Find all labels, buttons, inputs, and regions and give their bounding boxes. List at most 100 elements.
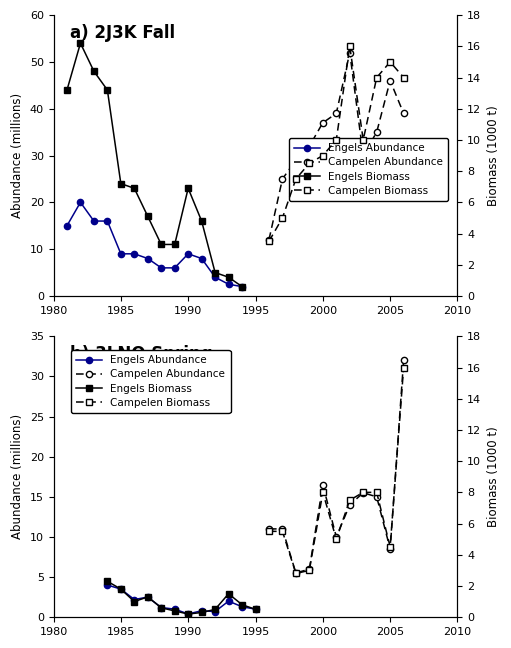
Engels Abundance <box>199 255 205 262</box>
Line: Engels Abundance: Engels Abundance <box>104 582 259 617</box>
Engels Biomass <box>172 240 178 248</box>
Engels Biomass <box>172 607 178 615</box>
Engels Biomass <box>185 185 191 192</box>
Engels Abundance <box>199 607 205 615</box>
Engels Abundance <box>131 596 137 603</box>
Campelen Abundance <box>306 565 312 573</box>
Engels Biomass <box>118 179 124 187</box>
Y-axis label: Abundance (millions): Abundance (millions) <box>11 414 24 539</box>
Campelen Abundance <box>320 119 326 126</box>
Line: Engels Abundance: Engels Abundance <box>64 199 245 290</box>
Engels Abundance <box>239 283 245 290</box>
Text: b) 3LNO Spring: b) 3LNO Spring <box>69 345 212 363</box>
Engels Biomass <box>239 601 245 608</box>
Campelen Biomass <box>266 237 272 245</box>
Engels Abundance <box>64 222 70 229</box>
Engels Abundance <box>185 610 191 618</box>
Campelen Biomass <box>306 159 312 167</box>
Engels Abundance <box>212 608 218 616</box>
Campelen Biomass <box>280 527 286 535</box>
Campelen Abundance <box>387 545 393 553</box>
Engels Abundance <box>104 217 110 225</box>
Campelen Biomass <box>280 214 286 222</box>
Line: Campelen Biomass: Campelen Biomass <box>266 43 407 244</box>
Legend: Engels Abundance, Campelen Abundance, Engels Biomass, Campelen Biomass: Engels Abundance, Campelen Abundance, En… <box>289 138 448 201</box>
Engels Abundance <box>118 585 124 593</box>
Line: Campelen Abundance: Campelen Abundance <box>266 49 407 243</box>
Campelen Abundance <box>293 156 299 164</box>
Campelen Abundance <box>401 110 407 117</box>
Campelen Biomass <box>374 489 380 496</box>
Engels Biomass <box>185 610 191 618</box>
Y-axis label: Biomass (1000 t): Biomass (1000 t) <box>487 105 500 206</box>
Engels Biomass <box>158 240 165 248</box>
Engels Biomass <box>199 608 205 616</box>
Campelen Abundance <box>266 236 272 244</box>
Campelen Abundance <box>293 569 299 577</box>
Campelen Abundance <box>306 143 312 150</box>
Campelen Abundance <box>333 110 339 117</box>
Engels Abundance <box>77 198 83 206</box>
Campelen Abundance <box>374 493 380 501</box>
Engels Biomass <box>118 585 124 593</box>
Text: a) 2J3K Fall: a) 2J3K Fall <box>69 23 175 41</box>
Campelen Abundance <box>401 356 407 364</box>
Line: Campelen Biomass: Campelen Biomass <box>266 364 407 577</box>
Engels Abundance <box>131 250 137 258</box>
Engels Biomass <box>239 283 245 290</box>
Campelen Biomass <box>360 136 366 144</box>
Line: Engels Biomass: Engels Biomass <box>104 578 259 617</box>
Campelen Biomass <box>360 489 366 496</box>
Campelen Biomass <box>333 535 339 543</box>
Campelen Biomass <box>320 152 326 159</box>
Engels Biomass <box>104 86 110 94</box>
Engels Biomass <box>131 597 137 605</box>
Engels Abundance <box>158 604 165 612</box>
Engels Abundance <box>252 605 259 613</box>
Campelen Abundance <box>346 49 353 56</box>
Engels Biomass <box>225 273 231 281</box>
Engels Abundance <box>118 250 124 258</box>
Campelen Abundance <box>266 525 272 533</box>
Campelen Biomass <box>333 136 339 144</box>
Campelen Abundance <box>346 501 353 509</box>
Campelen Biomass <box>266 527 272 535</box>
Engels Abundance <box>225 281 231 288</box>
Campelen Biomass <box>306 566 312 574</box>
Engels Biomass <box>131 185 137 192</box>
Engels Biomass <box>145 593 151 601</box>
Campelen Abundance <box>387 76 393 84</box>
Campelen Abundance <box>360 152 366 159</box>
Campelen Biomass <box>293 175 299 183</box>
Engels Biomass <box>199 217 205 225</box>
Engels Biomass <box>104 577 110 585</box>
Line: Engels Biomass: Engels Biomass <box>64 40 245 290</box>
Campelen Abundance <box>333 533 339 541</box>
Y-axis label: Abundance (millions): Abundance (millions) <box>11 93 24 218</box>
Campelen Abundance <box>360 489 366 496</box>
Campelen Biomass <box>293 570 299 577</box>
Engels Biomass <box>225 590 231 597</box>
Campelen Abundance <box>374 128 380 136</box>
Campelen Abundance <box>320 481 326 489</box>
Engels Abundance <box>91 217 97 225</box>
Campelen Biomass <box>320 489 326 496</box>
Engels Abundance <box>104 581 110 589</box>
Engels Abundance <box>185 250 191 258</box>
Engels Biomass <box>64 86 70 94</box>
Campelen Biomass <box>346 496 353 504</box>
Campelen Biomass <box>387 58 393 66</box>
Engels Abundance <box>145 593 151 601</box>
Engels Biomass <box>212 605 218 613</box>
Engels Biomass <box>212 269 218 277</box>
Campelen Biomass <box>346 42 353 50</box>
Campelen Abundance <box>280 175 286 183</box>
Engels Abundance <box>145 255 151 262</box>
Engels Abundance <box>225 597 231 605</box>
Engels Abundance <box>239 603 245 610</box>
Y-axis label: Biomass (1000 t): Biomass (1000 t) <box>487 426 500 527</box>
Engels Biomass <box>145 213 151 220</box>
Engels Abundance <box>212 273 218 281</box>
Engels Abundance <box>172 605 178 613</box>
Engels Abundance <box>158 264 165 272</box>
